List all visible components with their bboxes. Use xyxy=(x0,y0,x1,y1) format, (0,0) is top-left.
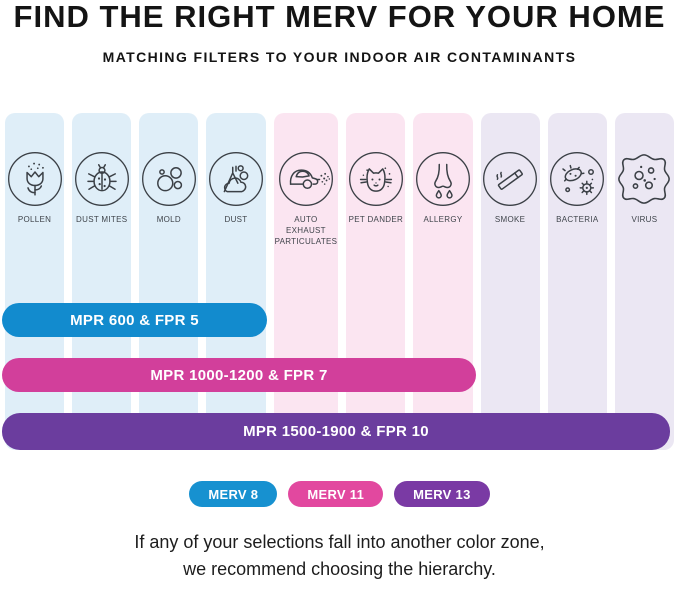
rating-bar-label: MPR 1000-1200 & FPR 7 xyxy=(150,366,328,384)
virus-icon xyxy=(616,151,672,207)
legend-label: MERV 13 xyxy=(413,486,471,502)
dust-icon xyxy=(208,151,264,207)
legend-label: MERV 8 xyxy=(208,486,259,502)
column-allergy: ALLERGY xyxy=(413,113,473,450)
page-title: FIND THE RIGHT MERV FOR YOUR HOME xyxy=(13,0,666,34)
footer-line-2: we recommend choosing the hierarchy. xyxy=(183,559,496,579)
footer-note: If any of your selections fall into anot… xyxy=(0,529,679,583)
page-subtitle: MATCHING FILTERS TO YOUR INDOOR AIR CONT… xyxy=(102,49,577,65)
column-label: VIRUS xyxy=(631,215,658,224)
merv-legend: MERV 8 MERV 11 MERV 13 xyxy=(0,481,679,507)
rating-bar-label: MPR 1500-1900 & FPR 10 xyxy=(243,423,429,440)
column-bacteria: BACTERIA xyxy=(547,113,607,450)
column-label: MOLD xyxy=(156,215,182,224)
column-dust-mites: DUST MITES xyxy=(72,113,132,450)
column-pet-dander: PET DANDER xyxy=(346,113,406,450)
legend-pill-merv-11: MERV 11 xyxy=(288,481,384,507)
rating-bar-mpr600-fpr5: MPR 600 & FPR 5 xyxy=(2,303,267,337)
column-label: PET DANDER xyxy=(348,215,404,224)
legend-pill-merv-8: MERV 8 xyxy=(189,481,278,507)
contaminant-chart: POLLEN xyxy=(2,113,674,450)
column-smoke: SMOKE xyxy=(480,113,540,450)
column-label: BACTERIA xyxy=(556,215,599,224)
dust-mites-icon xyxy=(74,151,130,207)
legend-pill-merv-13: MERV 13 xyxy=(394,481,490,507)
allergy-icon xyxy=(415,151,471,207)
column-label: ALLERGY xyxy=(423,215,463,224)
rating-bar-mpr1000-1200-fpr7: MPR 1000-1200 & FPR 7 xyxy=(2,358,476,392)
auto-exhaust-icon xyxy=(278,151,334,207)
column-label: SMOKE xyxy=(494,215,526,224)
rating-bar-mpr1500-1900-fpr10: MPR 1500-1900 & FPR 10 xyxy=(2,413,670,450)
column-label: POLLEN xyxy=(17,215,52,224)
column-label: AUTO EXHAUST PARTICULATES xyxy=(274,215,338,247)
pollen-icon xyxy=(7,151,63,207)
smoke-icon xyxy=(482,151,538,207)
column-label: DUST MITES xyxy=(76,215,128,224)
column-mold: MOLD xyxy=(139,113,199,450)
column-virus: VIRUS xyxy=(614,113,674,450)
bacteria-icon xyxy=(549,151,605,207)
rating-bar-label: MPR 600 & FPR 5 xyxy=(70,311,199,329)
pet-dander-icon xyxy=(348,151,404,207)
mold-icon xyxy=(141,151,197,207)
footer-line-1: If any of your selections fall into anot… xyxy=(134,532,545,552)
column-dust: DUST xyxy=(206,113,266,450)
column-label: DUST xyxy=(224,215,248,224)
column-auto-exhaust: AUTO EXHAUST PARTICULATES xyxy=(273,113,339,450)
column-pollen: POLLEN xyxy=(5,113,65,450)
contaminant-columns: POLLEN xyxy=(5,113,674,450)
legend-label: MERV 11 xyxy=(307,486,365,502)
